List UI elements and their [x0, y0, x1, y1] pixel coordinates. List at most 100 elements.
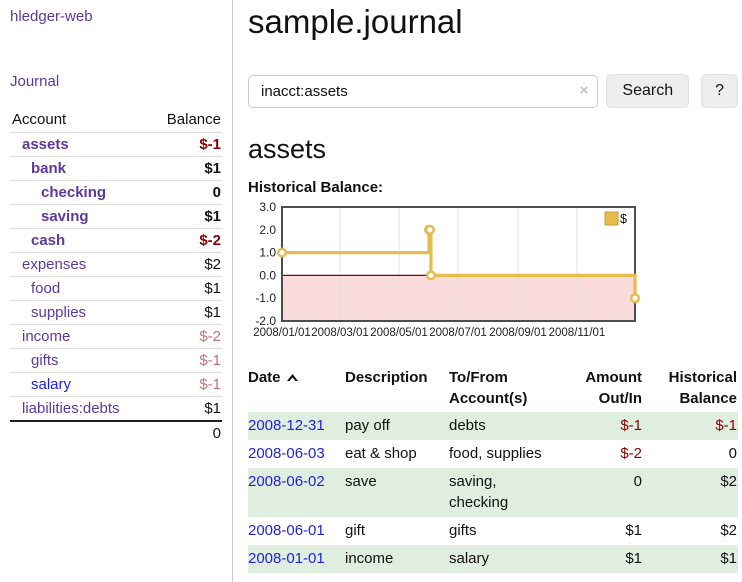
svg-text:2.0: 2.0: [259, 223, 276, 237]
account-link[interactable]: expenses: [22, 256, 87, 273]
svg-text:2008/11/01: 2008/11/01: [549, 327, 606, 339]
transaction-date-link[interactable]: 2008-06-03: [248, 444, 325, 462]
sort-ascending-icon: [286, 367, 299, 388]
account-balance-value: 0: [149, 180, 222, 205]
transaction-balance: $2: [720, 522, 737, 539]
sidebar-nav: Journal: [10, 73, 222, 91]
chart-title: Historical Balance:: [248, 179, 384, 196]
account-balance-value: $-1: [149, 132, 222, 157]
svg-text:-2.0: -2.0: [255, 314, 276, 328]
brand-link[interactable]: hledger-web: [10, 8, 93, 25]
account-balance-value: $1: [149, 276, 222, 301]
transaction-amount: $-2: [620, 444, 642, 462]
transaction-balance: $1: [720, 549, 737, 567]
account-row: food $1: [10, 276, 222, 301]
sidebar-total-value: 0: [149, 420, 222, 445]
account-row: income $-2: [10, 324, 222, 349]
svg-text:$: $: [620, 212, 627, 226]
transaction-date-link[interactable]: 2008-06-02: [248, 472, 325, 490]
svg-text:2008/05/01: 2008/05/01: [370, 327, 428, 339]
account-link[interactable]: income: [22, 328, 71, 345]
transaction-amount: $1: [625, 522, 642, 539]
svg-text:3.0: 3.0: [259, 202, 276, 214]
chart-wrap: 3.0 2.0 1.0 0.0 -1.0 -2.0 2008/01/01 2008/03/01…: [248, 200, 738, 351]
account-row: supplies $1: [10, 300, 222, 325]
sidebar: hledger-web Journal Account Balance asse…: [0, 0, 233, 582]
svg-text:1.0: 1.0: [259, 246, 276, 260]
transaction-amount: $1: [625, 549, 642, 567]
svg-text:2008/03/01: 2008/03/01: [311, 327, 369, 339]
search-row: × Search ?: [248, 74, 738, 108]
transaction-date-link[interactable]: 2008-01-01: [248, 549, 325, 567]
transaction-balance: $-1: [715, 417, 737, 434]
account-link[interactable]: supplies: [31, 304, 87, 321]
svg-text:-1.0: -1.0: [255, 291, 276, 305]
account-balance-table: Account Balance assets $-1 bank $1 checking 0…: [10, 108, 222, 445]
transaction-accounts: food, supplies: [449, 444, 542, 462]
search-input[interactable]: [248, 74, 599, 108]
account-link[interactable]: food: [31, 280, 61, 297]
transaction-balance: 0: [728, 444, 737, 462]
transaction-accounts: saving, checking: [449, 472, 509, 512]
transaction-amount: $-1: [620, 417, 642, 434]
account-row: assets $-1: [10, 132, 222, 157]
account-balance-value: $-1: [149, 348, 222, 373]
account-link[interactable]: checking: [41, 184, 107, 201]
account-balance-value: $1: [149, 156, 222, 181]
balance-column-header: Balance: [166, 111, 221, 128]
date-column-header[interactable]: Date: [248, 365, 345, 412]
transaction-description: save: [345, 472, 377, 490]
journal-nav-link[interactable]: Journal: [10, 73, 60, 90]
search-box: ×: [248, 74, 599, 108]
transaction-description: pay off: [345, 417, 390, 434]
account-link[interactable]: assets: [22, 136, 69, 153]
page-title: sample.journal: [248, 3, 463, 40]
transaction-date-link[interactable]: 2008-12-31: [248, 417, 325, 434]
transaction-accounts: gifts: [449, 522, 477, 539]
account-row: saving $1: [10, 204, 222, 229]
account-balance-value: $-1: [149, 372, 222, 397]
transaction-description: eat & shop: [345, 444, 417, 462]
account-row: salary $-1: [10, 372, 222, 397]
main-content: sample.journal × Search ? assets Histori…: [248, 0, 738, 573]
account-table-body: assets $-1 bank $1 checking 0 saving $1 cash $-2 e…: [10, 132, 222, 445]
transaction-row: 2008-06-02 save saving, checking 0 $2: [248, 467, 738, 517]
amount-column-header: Amount Out/In: [585, 369, 642, 407]
transaction-description: gift: [345, 522, 366, 539]
account-link[interactable]: cash: [31, 232, 66, 249]
transaction-row: 2008-01-01 income salary $1 $1: [248, 544, 738, 573]
account-heading: assets: [248, 134, 327, 164]
balance-column-header-main: Historical Balance: [668, 369, 737, 407]
transaction-date-link[interactable]: 2008-06-01: [248, 522, 325, 539]
transaction-accounts: debts: [449, 417, 486, 434]
transaction-accounts: salary: [449, 549, 490, 567]
account-link[interactable]: bank: [31, 160, 67, 177]
account-balance-value: $-2: [149, 228, 222, 253]
transactions-table: Date Description To/From Account(s) Amou…: [248, 365, 738, 573]
transaction-row: 2008-06-01 gift gifts $1 $2: [248, 517, 738, 545]
account-row: cash $-2: [10, 228, 222, 253]
transactions-table-body: 2008-12-31 pay off debts $-1 $-1 2008-06-03 ea…: [248, 412, 738, 573]
account-link[interactable]: liabilities:debts: [22, 400, 120, 417]
account-link[interactable]: saving: [41, 208, 89, 225]
svg-text:2008/07/01: 2008/07/01: [429, 327, 487, 339]
account-balance-value: $1: [149, 396, 222, 421]
transaction-amount: 0: [633, 472, 642, 490]
account-row: gifts $-1: [10, 348, 222, 373]
help-button[interactable]: ?: [701, 74, 738, 108]
account-row: bank $1: [10, 156, 222, 181]
search-button[interactable]: Search: [606, 74, 690, 108]
transaction-balance: $2: [720, 472, 737, 490]
account-row: checking 0: [10, 180, 222, 205]
account-balance-value: $2: [149, 252, 222, 277]
account-balance-value: $1: [149, 204, 222, 229]
clear-search-icon[interactable]: ×: [579, 81, 589, 99]
account-link[interactable]: gifts: [31, 352, 59, 369]
account-link[interactable]: salary: [31, 376, 72, 393]
account-row: expenses $2: [10, 252, 222, 277]
accounts-column-header: To/From Account(s): [449, 369, 528, 407]
svg-text:2008/01/01: 2008/01/01: [253, 327, 311, 339]
transaction-row: 2008-12-31 pay off debts $-1 $-1: [248, 412, 738, 440]
